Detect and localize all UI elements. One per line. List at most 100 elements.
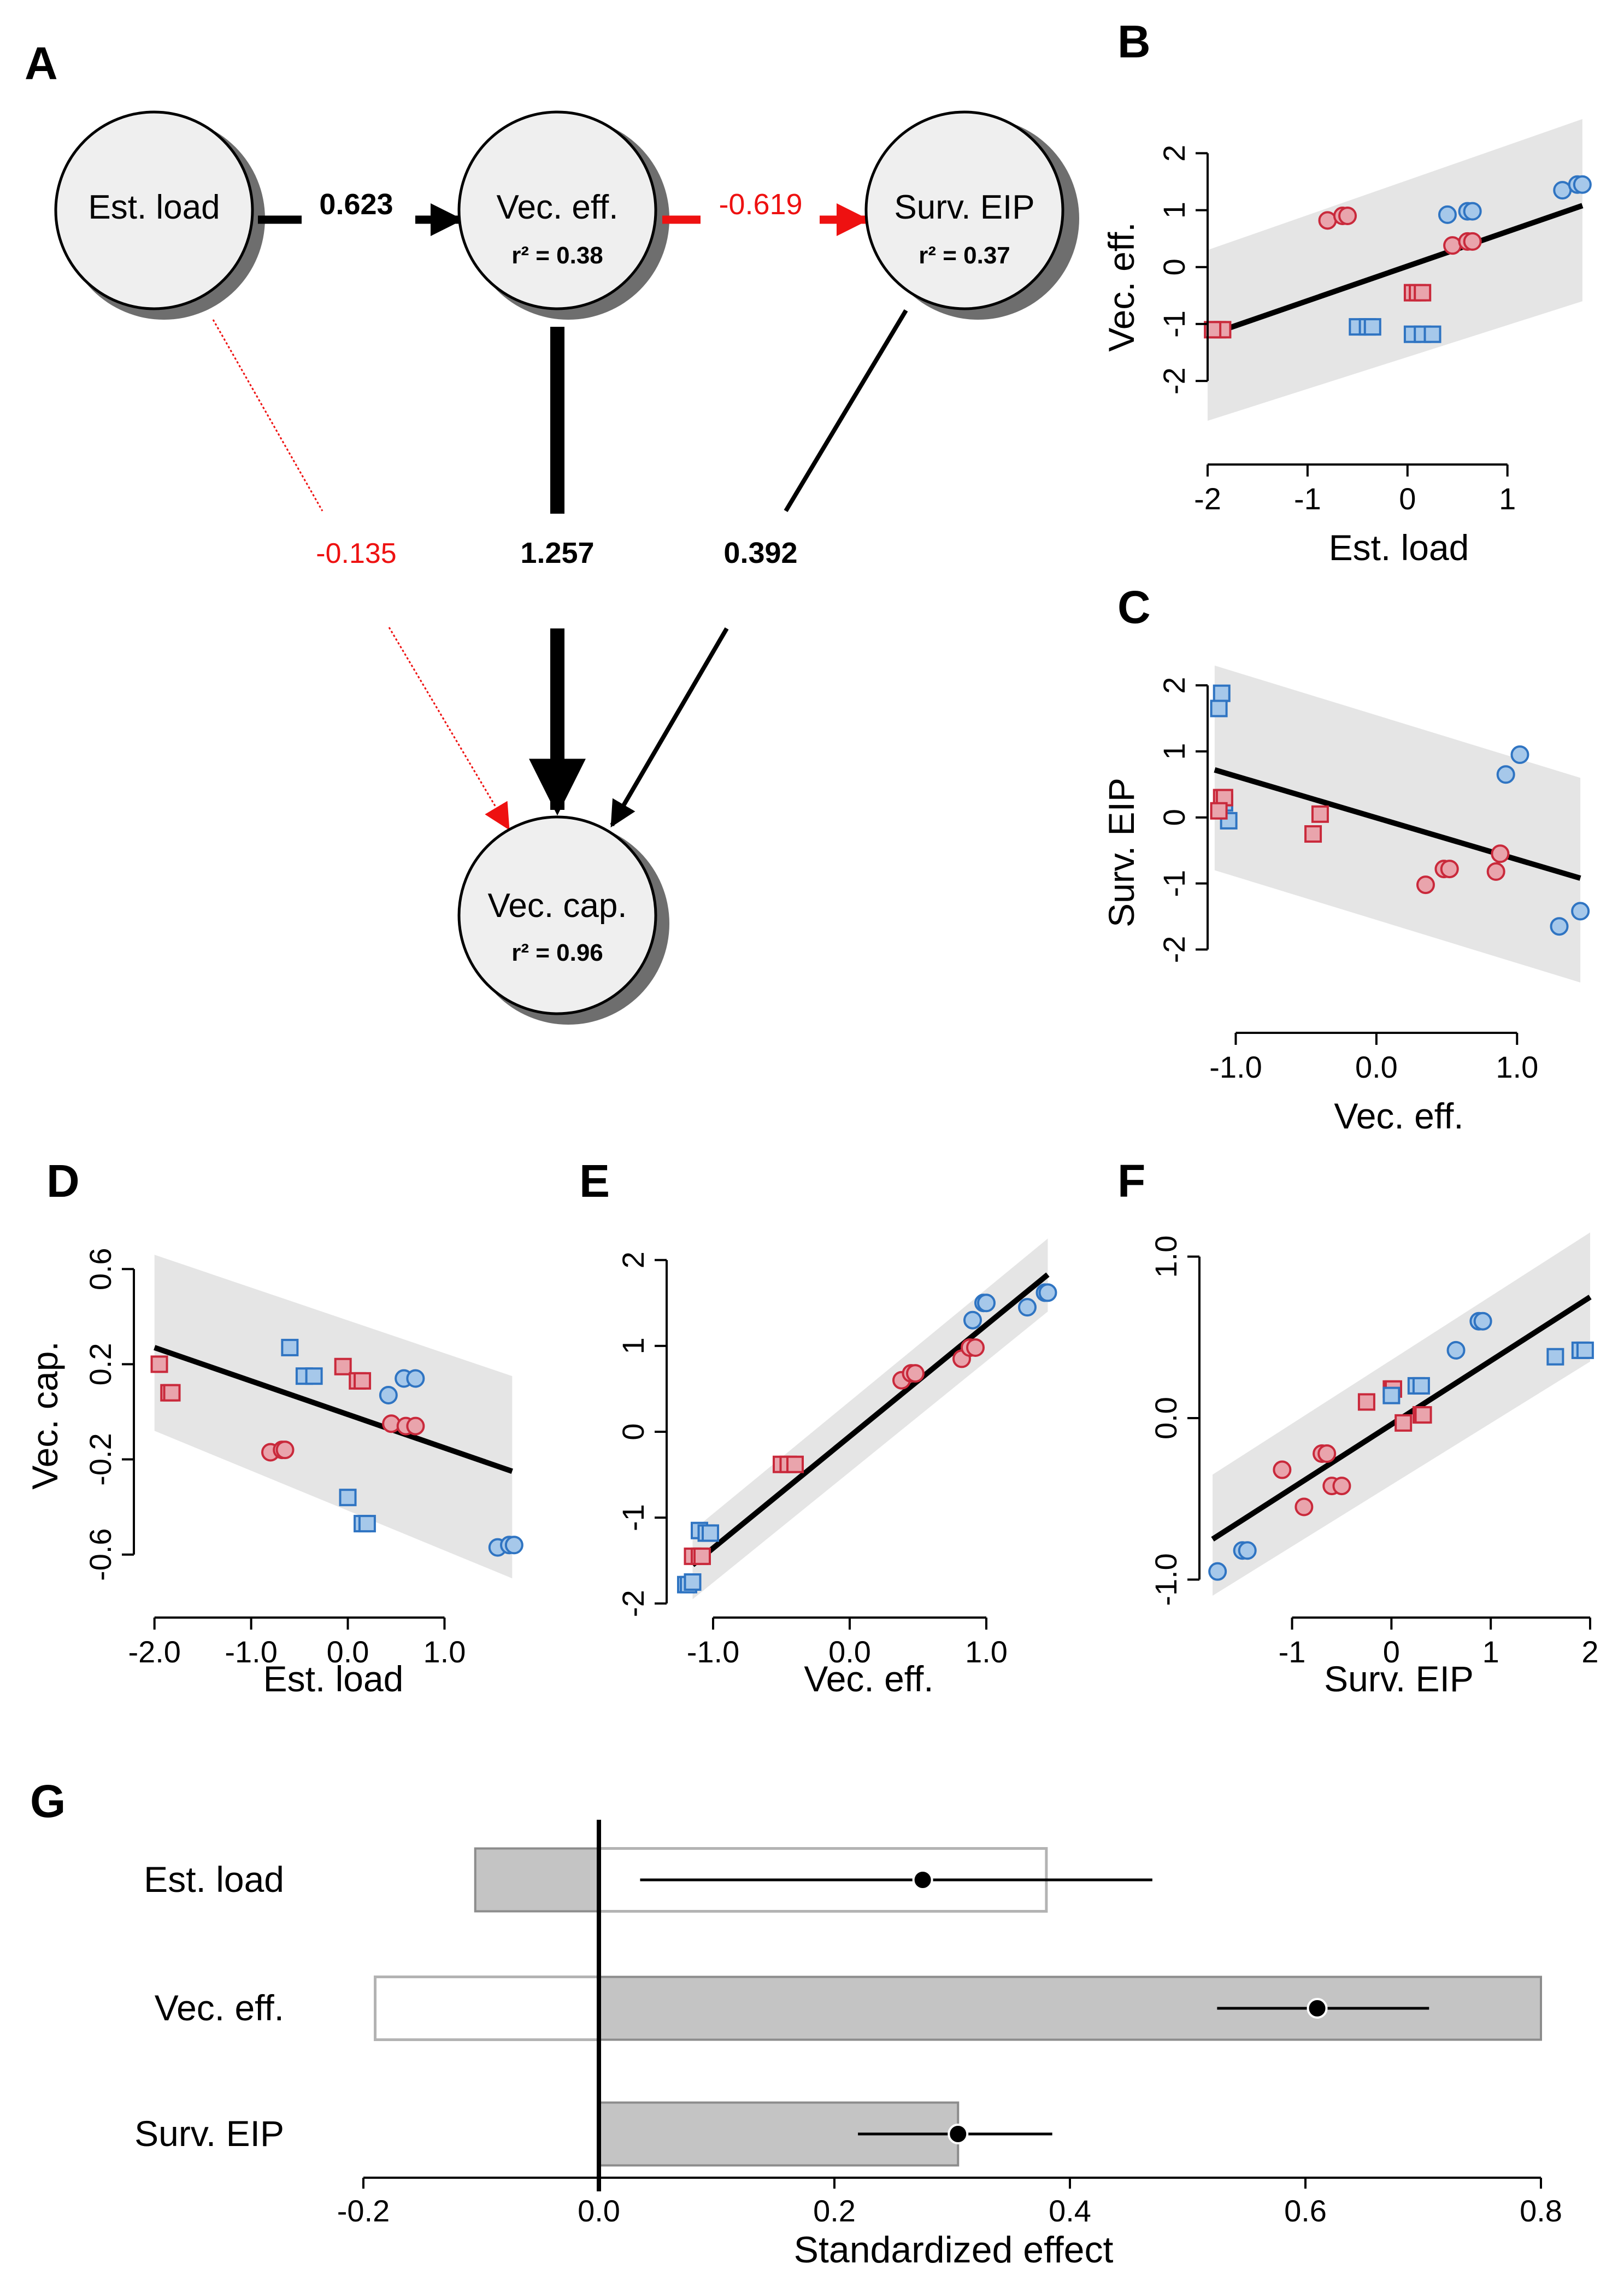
x-tick-label: 2 xyxy=(1581,1635,1598,1669)
data-point-red-circle xyxy=(1440,860,1459,879)
data-point-red-square xyxy=(1394,1414,1413,1432)
y-tick-label: 0.2 xyxy=(83,1343,117,1385)
data-point-red-circle xyxy=(1318,211,1337,230)
path-est-to-vec-cap-lower xyxy=(388,627,510,831)
x-axis-title: Est. load xyxy=(1329,527,1469,568)
open-bar xyxy=(374,1976,601,2041)
y-tick-label: 0.0 xyxy=(1149,1397,1183,1439)
data-point-blue-square xyxy=(1423,325,1441,343)
x-tick-label: 1.0 xyxy=(965,1635,1008,1669)
data-point-red-square xyxy=(693,1547,711,1565)
category-label: Surv. EIP xyxy=(134,2113,284,2154)
data-point-red-circle xyxy=(1295,1497,1314,1516)
y-tick-label: -2 xyxy=(616,1590,650,1617)
y-tick-label: 1 xyxy=(1157,202,1191,219)
x-tick-label: -2.0 xyxy=(128,1635,181,1669)
y-tick-label: -0.2 xyxy=(83,1433,117,1486)
data-point-blue-square xyxy=(684,1573,702,1591)
panel-c-scatter: C -1.0 0.0 1.0 Vec. eff. -2 -1 0 1 2 Surv. EIP xyxy=(1101,581,1590,1136)
y-tick-label: 0 xyxy=(1157,809,1191,826)
node-vec-cap xyxy=(457,815,657,1015)
node-surv-eip xyxy=(864,110,1064,310)
panel-label-f: F xyxy=(1117,1155,1145,1207)
data-point-blue-circle xyxy=(1463,202,1482,221)
data-point-blue-square xyxy=(358,1515,376,1533)
panel-b-scatter: B -2 -1 0 1 Est. load -2 -1 0 1 2 Vec. eff. xyxy=(1101,16,1592,568)
data-point-red-square xyxy=(1210,802,1228,820)
node-vec-eff xyxy=(457,110,657,310)
y-axis-title: Surv. EIP xyxy=(1101,778,1141,927)
coef-vec-eff-to-surv-eip: -0.619 xyxy=(719,188,802,221)
data-point-blue-circle xyxy=(1573,175,1592,194)
data-point-blue-circle xyxy=(1571,902,1590,921)
panel-label-d: D xyxy=(46,1155,80,1207)
data-point-blue-square xyxy=(1412,1377,1430,1395)
filled-bar xyxy=(598,1976,1542,2041)
data-point-blue-square xyxy=(1576,1341,1594,1359)
data-point-red-circle xyxy=(1491,844,1510,863)
data-point-blue-circle xyxy=(504,1536,523,1555)
data-point-red-circle xyxy=(1486,862,1505,881)
x-tick-label: 0.0 xyxy=(327,1635,369,1669)
data-point-red-square xyxy=(1414,1406,1432,1424)
panel-label-a: A xyxy=(25,38,58,89)
estimate-point xyxy=(912,1869,933,1890)
node-surv-eip-r2: r² = 0.37 xyxy=(919,242,1010,269)
filled-bar xyxy=(474,1847,600,1913)
regression-line xyxy=(691,1272,1050,1567)
node-surv-eip-label: Surv. EIP xyxy=(894,189,1034,226)
data-point-blue-square xyxy=(1363,318,1381,336)
y-tick-label: 2 xyxy=(616,1251,650,1268)
data-point-red-circle xyxy=(1416,875,1435,895)
y-tick-label: 0 xyxy=(1157,258,1191,275)
data-point-red-square xyxy=(1311,805,1329,823)
data-point-red-circle xyxy=(1317,1444,1337,1463)
y-tick-label: -1 xyxy=(1157,870,1191,897)
data-point-red-circle xyxy=(1338,207,1357,225)
regression-line xyxy=(154,1345,513,1474)
data-point-blue-circle xyxy=(1438,205,1457,224)
data-point-blue-circle xyxy=(1473,1312,1492,1331)
category-label: Vec. eff. xyxy=(155,1988,284,2028)
x-tick-label: 0 xyxy=(1383,1635,1400,1669)
coef-est-to-vec-cap: -0.135 xyxy=(316,538,396,569)
x-axis-title: Vec. eff. xyxy=(1334,1096,1463,1136)
data-point-red-circle xyxy=(275,1441,295,1460)
data-point-blue-circle xyxy=(977,1294,996,1313)
data-point-red-circle xyxy=(906,1364,925,1383)
panel-d-scatter: D -2.0 -1.0 0.0 1.0 Est. load -0.6 -0.2 0.2 0.6 Ve… xyxy=(25,1155,523,1699)
data-point-blue-square xyxy=(339,1489,357,1507)
coef-vec-eff-to-vec-cap: 1.257 xyxy=(520,537,594,569)
data-point-blue-circle xyxy=(1496,765,1515,784)
data-point-red-circle xyxy=(1332,1477,1351,1496)
x-tick-label: -1 xyxy=(1294,481,1321,516)
data-point-blue-square xyxy=(1382,1386,1401,1404)
path-surv-eip-to-vec-cap-lower xyxy=(610,627,729,828)
y-tick-label: -1 xyxy=(1157,310,1191,338)
panel-label-g: G xyxy=(30,1775,66,1827)
x-tick-label: -1.0 xyxy=(225,1635,278,1669)
x-axis-title: Est. load xyxy=(263,1659,404,1699)
data-point-blue-circle xyxy=(406,1369,425,1388)
node-vec-eff-label: Vec. eff. xyxy=(497,189,619,226)
panel-a: A 0.623 -0.619 -0.135 1.257 0.392 Est. l… xyxy=(25,38,1079,1025)
x-tick-label: 0.0 xyxy=(828,1635,871,1669)
node-vec-cap-label: Vec. cap. xyxy=(487,887,627,925)
x-tick-label: -0.2 xyxy=(337,2194,390,2228)
regression-line xyxy=(1214,767,1581,881)
data-point-blue-circle xyxy=(379,1385,398,1404)
node-est-load xyxy=(54,110,254,310)
data-point-blue-square xyxy=(1546,1348,1564,1366)
data-point-red-square xyxy=(1414,284,1432,302)
x-axis-title: Vec. eff. xyxy=(804,1659,933,1699)
node-est-load-label: Est. load xyxy=(88,189,220,226)
x-tick-label: 1 xyxy=(1499,481,1516,516)
panel-label-e: E xyxy=(579,1155,610,1207)
data-point-blue-circle xyxy=(1446,1341,1466,1360)
data-point-blue-circle xyxy=(1550,917,1569,936)
data-point-red-circle xyxy=(406,1416,425,1436)
x-tick-label: 1 xyxy=(1482,1635,1499,1669)
regression-line xyxy=(1207,203,1584,338)
data-point-red-square xyxy=(786,1455,804,1473)
